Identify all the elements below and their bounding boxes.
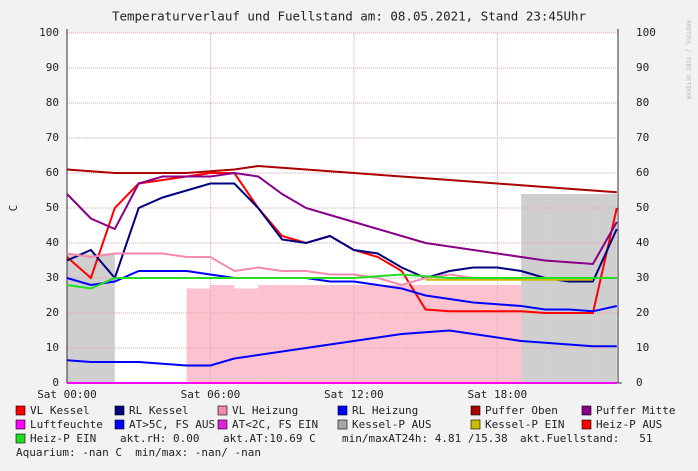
legend-swatch (15, 419, 26, 430)
legend-label: Kessel-P AUS (352, 418, 431, 431)
y2-tick-label: 20 (636, 306, 649, 319)
y-tick-label: 10 (46, 341, 59, 354)
legend-swatch (217, 419, 228, 430)
watermark: RRDTOOL / TOBI OETIKER (685, 20, 692, 100)
y2-tick-label: 80 (636, 96, 649, 109)
x-tick-label: Sat 06:00 (181, 388, 241, 401)
legend-label: Luftfeuchte (30, 418, 103, 431)
y2-tick-label: 100 (636, 26, 656, 39)
y-tick-label: 70 (46, 131, 59, 144)
y-tick-label: 30 (46, 271, 59, 284)
legend-swatch (470, 419, 481, 430)
y2-tick-label: 60 (636, 166, 649, 179)
area-segment (449, 285, 474, 383)
y-tick-label: 0 (52, 376, 59, 389)
area-segment (210, 285, 235, 383)
legend-label: AT>5C, FS AUS (129, 418, 215, 431)
y-tick-label: 50 (46, 201, 59, 214)
footer-text: akt.AT:10.69 C (223, 432, 316, 445)
y2-tick-label: 70 (636, 131, 649, 144)
legend-label: Puffer Oben (485, 404, 558, 417)
legend-label: Puffer Mitte (596, 404, 675, 417)
legend-swatch (114, 405, 125, 416)
legend-swatch (581, 419, 592, 430)
x-tick-label: Sat 12:00 (324, 388, 384, 401)
legend-swatch (581, 405, 592, 416)
series-line (66, 270, 618, 313)
x-tick-label: Sat 00:00 (37, 388, 97, 401)
legend-label: RL Heizung (352, 404, 418, 417)
area-segment (186, 288, 211, 383)
footer-text: min/maxAT24h: 4.81 /15.38 (342, 432, 508, 445)
chart-title: Temperaturverlauf und Fuellstand am: 08.… (112, 9, 587, 24)
y2-tick-label: 30 (636, 271, 649, 284)
y-axis-label: C (7, 205, 20, 212)
y-tick-label: 40 (46, 236, 59, 249)
y-tick-label: 20 (46, 306, 59, 319)
area-segment (473, 285, 498, 383)
y2-tick-label: 90 (636, 61, 649, 74)
legend-label: VL Kessel (30, 404, 90, 417)
y-tick-label: 90 (46, 61, 59, 74)
y2-tick-label: 50 (636, 201, 649, 214)
series-line (66, 164, 617, 194)
legend-label: Kessel-P EIN (485, 418, 564, 431)
series-line (66, 273, 617, 290)
area-segment (329, 285, 354, 383)
legend-swatch (114, 419, 125, 430)
legend-swatch (337, 419, 348, 430)
area-segment (497, 285, 522, 383)
legend-swatch (337, 405, 348, 416)
area-segment (425, 285, 450, 383)
legend-label: Heiz-P AUS (596, 418, 662, 431)
y-tick-label: 100 (39, 26, 59, 39)
y-tick-label: 80 (46, 96, 59, 109)
legend-swatch (217, 405, 228, 416)
area-segment (306, 285, 330, 383)
series-line (66, 171, 618, 266)
area-segment (545, 194, 569, 383)
legend-swatch (15, 405, 26, 416)
footer-text: akt.Fuellstand: 51 (520, 432, 652, 445)
legend-swatch (15, 433, 26, 444)
area-segment (67, 253, 91, 383)
area-segment (521, 194, 546, 383)
series-line (66, 182, 618, 283)
series-line (66, 329, 617, 367)
area-segment (377, 285, 402, 383)
area-segment (353, 285, 378, 383)
y-tick-label: 60 (46, 166, 59, 179)
area-segment (282, 285, 307, 383)
x-tick-label: Sat 18:00 (467, 388, 527, 401)
legend-swatch (470, 405, 481, 416)
legend-label: VL Heizung (232, 404, 298, 417)
footer-text: Aquarium: -nan C min/max: -nan/ -nan (16, 446, 261, 459)
area-segment (234, 288, 259, 383)
y2-tick-label: 0 (636, 376, 643, 389)
footer-text: akt.rH: 0.00 (120, 432, 199, 445)
area-segment (258, 285, 283, 383)
legend-label: AT<2C, FS EIN (232, 418, 318, 431)
legend-label: Heiz-P EIN (30, 432, 96, 445)
y2-tick-label: 10 (636, 341, 649, 354)
y2-tick-label: 40 (636, 236, 649, 249)
area-segment (568, 194, 593, 383)
legend-label: RL Kessel (129, 404, 189, 417)
